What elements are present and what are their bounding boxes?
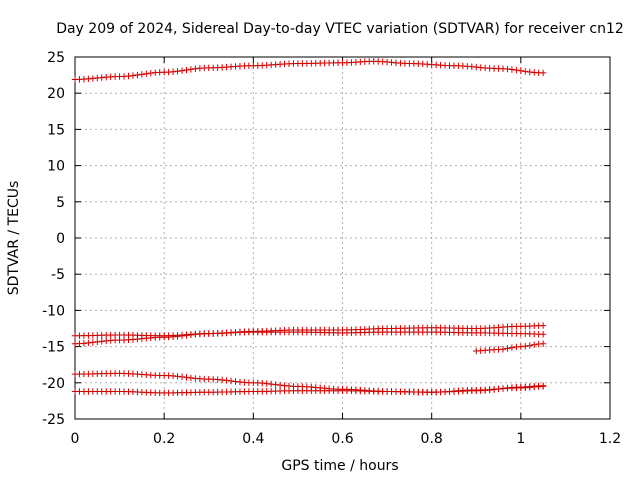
y-tick-label: -15 (42, 340, 65, 356)
data-point (504, 345, 511, 352)
data-point (513, 66, 520, 74)
data-series (71, 58, 547, 397)
x-tick-label: 0 (71, 431, 80, 447)
data-point (539, 331, 547, 338)
data-point (267, 380, 275, 388)
y-tick-label: -25 (42, 412, 65, 428)
data-point (531, 341, 538, 348)
data-point (134, 71, 141, 79)
data-point (143, 70, 150, 77)
x-axis-title: GPS time / hours (281, 458, 398, 474)
data-point (508, 344, 516, 351)
x-tick-label: 1.2 (599, 431, 621, 447)
data-point (499, 345, 507, 353)
chart-title: Day 209 of 2024, Sidereal Day-to-day VTE… (56, 21, 624, 37)
axis-ticks (74, 56, 611, 420)
y-tick-labels: -25 -20 -15 -10 -5 0 5 10 15 20 25 (42, 50, 65, 428)
series-track-6 (71, 383, 547, 397)
series-track-4 (473, 340, 547, 355)
x-tick-label: 0.6 (331, 431, 353, 447)
data-point (539, 383, 547, 390)
data-point (508, 66, 516, 73)
y-axis-title: SDTVAR / TECUs (6, 181, 22, 296)
data-point (539, 322, 547, 329)
data-point (522, 343, 529, 350)
data-point (178, 332, 186, 340)
data-point (178, 67, 186, 74)
data-point (187, 66, 195, 73)
series-track-1 (71, 58, 547, 83)
data-point (517, 67, 525, 74)
data-point (183, 332, 190, 339)
data-point (129, 72, 137, 79)
y-tick-label: 5 (56, 195, 65, 211)
x-tick-label: 0.8 (421, 431, 443, 447)
x-tick-label: 1 (516, 431, 525, 447)
data-point (94, 338, 101, 346)
y-tick-label: -10 (42, 303, 65, 319)
data-point (272, 381, 279, 388)
y-tick-label: 10 (47, 159, 65, 175)
data-point (174, 68, 181, 75)
y-tick-label: 20 (47, 86, 65, 102)
data-point (526, 342, 533, 349)
data-point (223, 377, 230, 384)
grid-lines (75, 57, 610, 419)
data-point (178, 373, 186, 381)
y-tick-label: -20 (42, 376, 65, 392)
data-point (183, 374, 190, 381)
data-point (183, 66, 190, 74)
y-tick-label: 25 (47, 50, 65, 66)
data-point (89, 339, 97, 346)
series-track-3 (71, 322, 547, 347)
data-point (138, 71, 146, 78)
x-tick-labels: 0 0.2 0.4 0.6 0.8 1 1.2 (71, 431, 622, 447)
y-tick-label: -5 (51, 267, 65, 283)
x-tick-label: 0.2 (153, 431, 175, 447)
data-point (539, 340, 547, 347)
data-point (522, 68, 529, 75)
y-tick-label: 0 (56, 231, 65, 247)
data-point (227, 377, 235, 385)
x-tick-label: 0.4 (242, 431, 264, 447)
y-tick-label: 15 (47, 122, 65, 138)
data-point (539, 69, 547, 77)
